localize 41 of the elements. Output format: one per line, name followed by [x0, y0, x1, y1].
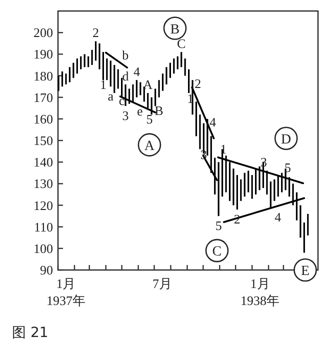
x-tick-label: 7月 — [152, 276, 172, 291]
annotation: B — [170, 22, 180, 38]
annotation: E — [300, 264, 310, 279]
y-tick-label: 200 — [34, 25, 53, 40]
y-tick-label: 130 — [34, 176, 53, 192]
annotation: 4 — [209, 114, 216, 130]
y-tick-label: 180 — [34, 68, 53, 84]
annotation: 1 — [100, 76, 106, 92]
annotation: 2 — [92, 25, 99, 40]
annotation: D — [281, 132, 292, 148]
annotation: 5 — [284, 160, 291, 175]
annotation: e — [136, 104, 143, 119]
annotation: c — [118, 93, 125, 108]
y-tick-label: 140 — [34, 154, 53, 170]
annotation: A — [144, 138, 156, 154]
annotation: 2 — [194, 76, 202, 91]
annotation: 4 — [133, 64, 140, 80]
y-tick-label: 160 — [34, 111, 53, 126]
annotation: 3 — [200, 147, 207, 162]
caption: 图 21 — [12, 325, 48, 341]
y-tick-label: 110 — [34, 219, 53, 234]
y-tick-label: 190 — [34, 46, 53, 62]
y-tick-label: 90 — [40, 262, 53, 278]
annotation: 3 — [260, 154, 268, 170]
annotation: B — [154, 102, 164, 118]
annotation: 5 — [215, 218, 222, 234]
x-tick-label: 1月 1937年 — [46, 276, 86, 308]
y-tick-label: 150 — [34, 133, 53, 148]
annotation: 3 — [122, 108, 129, 123]
annotation: d — [122, 68, 130, 84]
y-tick-label: 120 — [34, 198, 53, 213]
annotation: 4 — [274, 209, 282, 224]
y-tick-label: 100 — [34, 240, 53, 256]
annotation: b — [122, 47, 129, 62]
annotation: C — [177, 36, 186, 52]
annotation: C — [212, 244, 222, 260]
x-tick-label: 1月 1938年 — [240, 276, 280, 308]
annotation: 5 — [146, 111, 153, 126]
annotation: a — [108, 88, 114, 104]
y-tick-label: 170 — [34, 90, 53, 105]
annotation: 1 — [220, 142, 227, 157]
